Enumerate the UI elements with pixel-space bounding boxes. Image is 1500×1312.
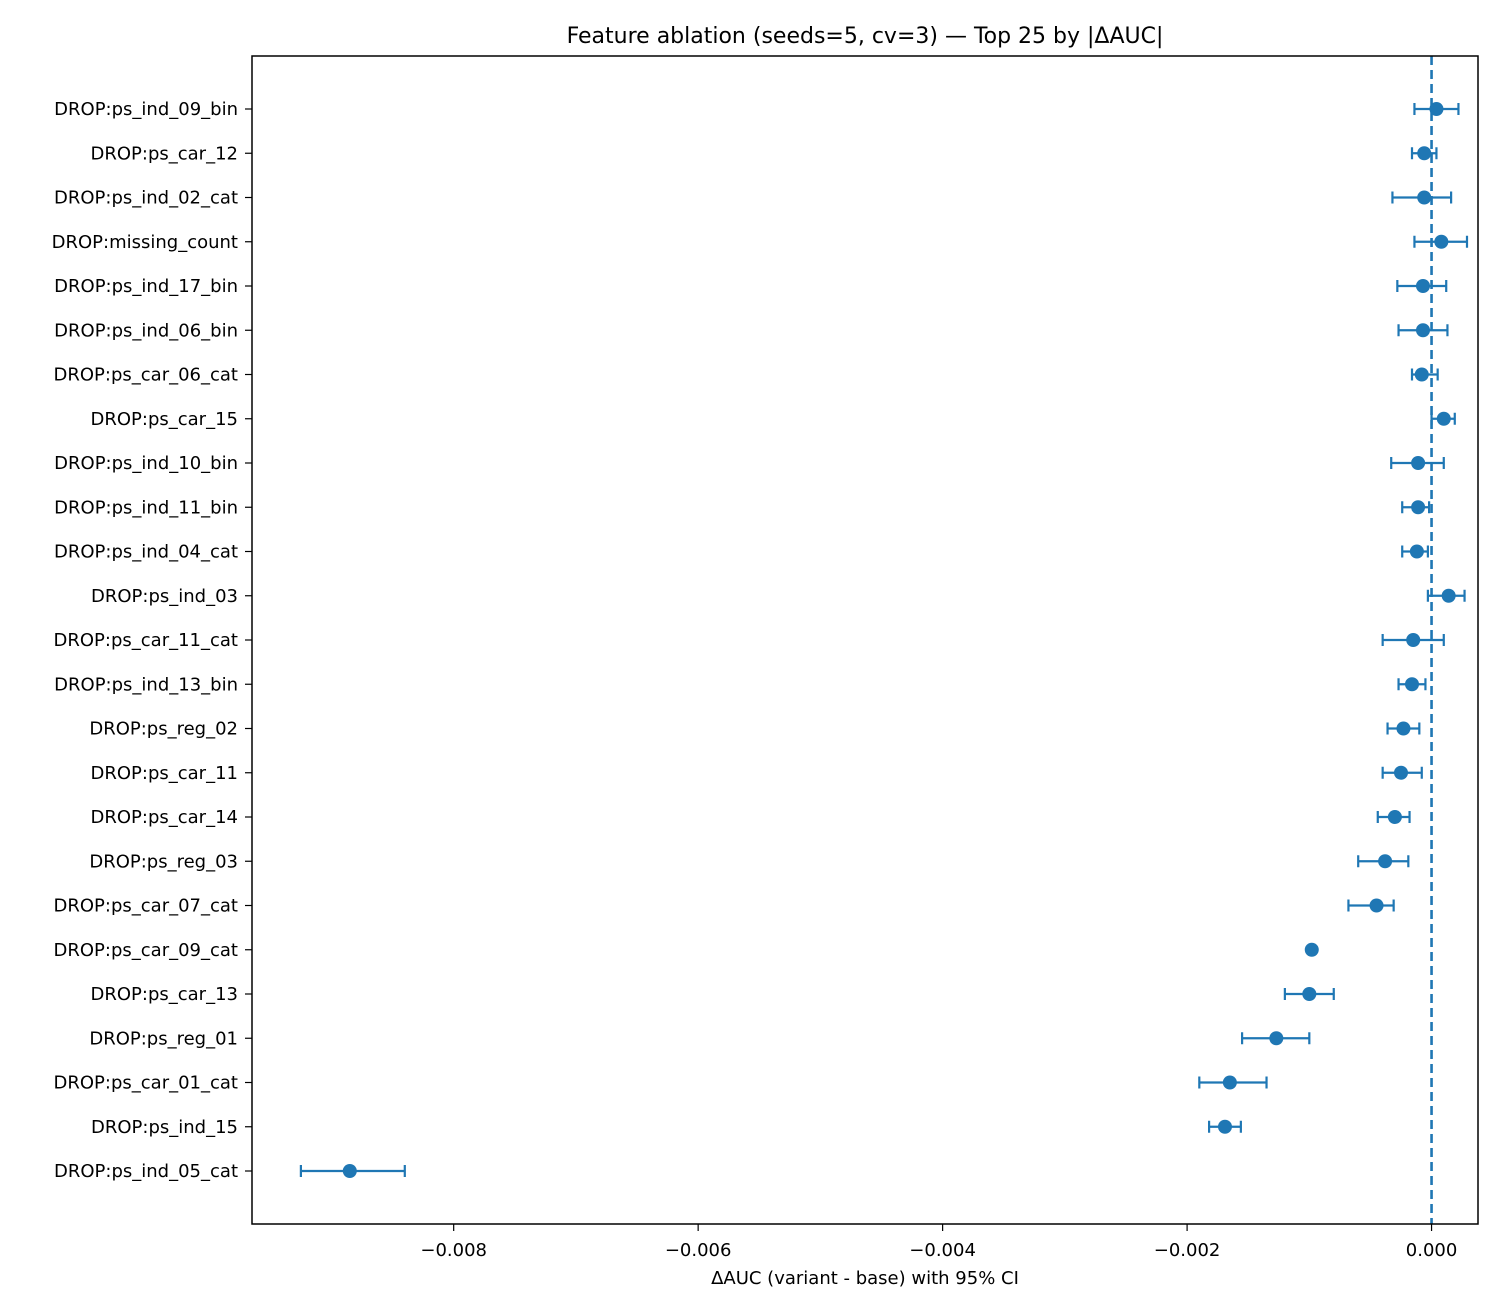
data-point — [1396, 721, 1411, 736]
axes-frame — [251, 55, 1479, 1225]
data-point — [1441, 588, 1456, 603]
y-tick-label: DROP:ps_reg_03 — [89, 851, 238, 872]
y-tick-label: DROP:ps_car_06_cat — [54, 365, 238, 386]
y-tick-label: DROP:ps_car_07_cat — [54, 896, 238, 917]
data-point — [1411, 500, 1426, 515]
y-tick-label: DROP:ps_car_01_cat — [54, 1073, 238, 1094]
data-point — [1434, 234, 1449, 249]
y-tick-label: DROP:ps_ind_13_bin — [54, 674, 238, 695]
data-point — [1411, 456, 1426, 470]
data-point — [1414, 367, 1429, 382]
y-tick-label: DROP:ps_car_11_cat — [54, 630, 238, 651]
x-axis-label: ΔAUC (variant - base) with 95% CI — [711, 1268, 1019, 1289]
data-point — [1417, 190, 1432, 205]
data-point — [1217, 1119, 1232, 1134]
data-point — [1415, 323, 1430, 338]
y-tick-label: DROP:ps_car_09_cat — [54, 940, 238, 961]
y-tick-label: DROP:ps_ind_09_bin — [54, 99, 238, 120]
data-point — [1404, 677, 1419, 692]
y-tick-label: DROP:ps_reg_02 — [89, 719, 238, 740]
y-tick-label: DROP:ps_car_12 — [91, 143, 239, 164]
x-tick-label: −0.004 — [909, 1240, 976, 1261]
y-tick-label: DROP:ps_ind_02_cat — [54, 188, 238, 209]
x-tick-label: −0.006 — [665, 1240, 732, 1261]
y-tick-label: DROP:ps_ind_06_bin — [54, 320, 238, 341]
data-point — [1222, 1075, 1237, 1090]
y-tick-label: DROP:ps_ind_03 — [91, 586, 238, 607]
data-point — [1302, 987, 1317, 1001]
data-point — [1269, 1031, 1284, 1046]
y-tick-label: DROP:ps_ind_15 — [91, 1117, 238, 1138]
data-point — [1387, 810, 1402, 824]
x-tick-label: 0.000 — [1406, 1240, 1458, 1261]
data-point — [1417, 146, 1432, 161]
y-tick-label: DROP:ps_car_13 — [91, 984, 239, 1005]
y-tick-label: DROP:ps_car_11 — [91, 763, 239, 784]
data-point — [1429, 102, 1444, 116]
data-point — [1409, 544, 1424, 559]
y-tick-label: DROP:ps_car_15 — [91, 409, 239, 430]
y-tick-label: DROP:ps_ind_17_bin — [54, 276, 238, 297]
data-point — [1393, 765, 1408, 780]
y-tick-label: DROP:ps_ind_10_bin — [54, 453, 238, 474]
data-point — [1304, 942, 1319, 957]
data-point — [1415, 279, 1430, 293]
x-tick-label: −0.002 — [1154, 1240, 1221, 1261]
data-point — [1369, 898, 1384, 913]
data-point — [1378, 854, 1393, 869]
data-point — [1436, 411, 1451, 426]
y-tick-label: DROP:ps_car_14 — [91, 807, 239, 828]
plot-area: −0.008 −0.006 −0.004 −0.002 0.000 DROP:ps_ind… — [52, 56, 1469, 1261]
y-tick-label: DROP:ps_ind_05_cat — [54, 1161, 238, 1182]
y-tick-label: DROP:ps_reg_01 — [89, 1028, 238, 1049]
data-point — [1406, 633, 1421, 647]
x-tick-label: −0.008 — [420, 1240, 487, 1261]
y-tick-label: DROP:missing_count — [52, 232, 238, 253]
y-tick-label: DROP:ps_ind_04_cat — [54, 542, 238, 563]
y-tick-label: DROP:ps_ind_11_bin — [54, 497, 238, 518]
chart-title: Feature ablation (seeds=5, cv=3) — Top 2… — [567, 24, 1164, 49]
data-point — [342, 1164, 357, 1178]
